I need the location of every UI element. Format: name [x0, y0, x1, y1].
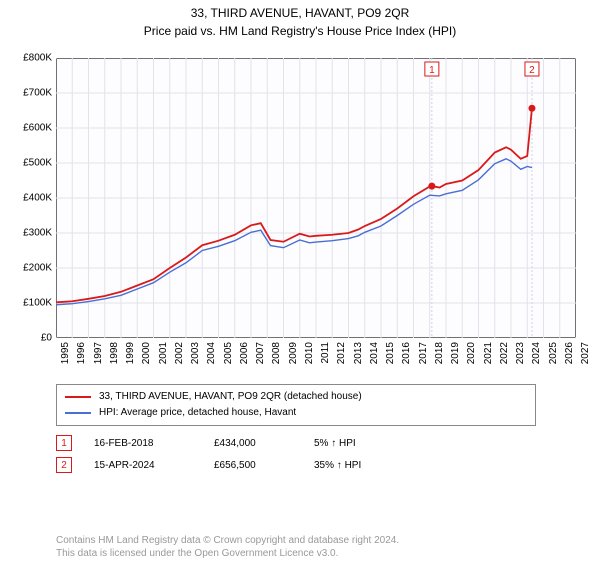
footer-line: Contains HM Land Registry data © Crown c…	[56, 534, 556, 547]
y-tick-label: £500K	[8, 158, 52, 169]
x-tick-label: 2022	[499, 342, 510, 364]
y-tick-label: £100K	[8, 298, 52, 309]
x-tick-label: 2000	[141, 342, 152, 364]
sale-diff: 5% ↑ HPI	[314, 438, 414, 449]
x-tick-label: 2007	[255, 342, 266, 364]
x-tick-label: 2001	[158, 342, 169, 364]
x-tick-label: 2020	[466, 342, 477, 364]
x-tick-label: 2009	[288, 342, 299, 364]
chart-container: 33, THIRD AVENUE, HAVANT, PO9 2QR Price …	[0, 6, 600, 566]
x-tick-label: 1995	[60, 342, 71, 364]
sale-row: 2 15-APR-2024£656,50035% ↑ HPI	[56, 454, 414, 476]
x-tick-label: 2026	[564, 342, 575, 364]
y-tick-label: £800K	[8, 53, 52, 64]
sale-diff: 35% ↑ HPI	[314, 460, 414, 471]
x-tick-label: 2012	[336, 342, 347, 364]
x-tick-label: 2025	[548, 342, 559, 364]
y-tick-label: £300K	[8, 228, 52, 239]
x-tick-label: 2002	[174, 342, 185, 364]
y-tick-label: £700K	[8, 88, 52, 99]
x-tick-label: 2014	[369, 342, 380, 364]
x-tick-label: 2015	[385, 342, 396, 364]
x-tick-label: 2010	[304, 342, 315, 364]
sales-table: 1 16-FEB-2018£434,0005% ↑ HPI 2 15-APR-2024…	[56, 432, 414, 476]
chart-title: 33, THIRD AVENUE, HAVANT, PO9 2QR	[0, 6, 600, 20]
x-tick-label: 2016	[401, 342, 412, 364]
x-tick-label: 1998	[109, 342, 120, 364]
chart-area: £0 £100K £200K £300K £400K £500K £600K £700K £80…	[8, 54, 592, 374]
sale-price: £656,500	[214, 460, 314, 471]
x-tick-label: 2006	[239, 342, 250, 364]
svg-text:2: 2	[529, 65, 535, 76]
legend-label: HPI: Average price, detached house, Hava…	[99, 405, 296, 421]
legend-swatch	[65, 412, 91, 414]
legend-item: 33, THIRD AVENUE, HAVANT, PO9 2QR (detac…	[65, 389, 527, 405]
legend-item: HPI: Average price, detached house, Hava…	[65, 405, 527, 421]
legend-swatch	[65, 396, 91, 398]
x-tick-label: 2023	[515, 342, 526, 364]
y-tick-label: £200K	[8, 263, 52, 274]
sale-badge: 2	[56, 457, 72, 473]
legend-label: 33, THIRD AVENUE, HAVANT, PO9 2QR (detac…	[99, 389, 362, 405]
footer-line: This data is licensed under the Open Gov…	[56, 547, 556, 560]
y-tick-label: £600K	[8, 123, 52, 134]
y-tick-label: £400K	[8, 193, 52, 204]
x-tick-label: 2019	[450, 342, 461, 364]
y-tick-label: £0	[8, 333, 52, 344]
chart-subtitle: Price paid vs. HM Land Registry's House …	[0, 24, 600, 38]
x-tick-label: 2005	[223, 342, 234, 364]
x-tick-label: 2017	[418, 342, 429, 364]
footer-attribution: Contains HM Land Registry data © Crown c…	[56, 534, 556, 560]
sale-badge: 1	[56, 435, 72, 451]
x-tick-label: 2004	[206, 342, 217, 364]
x-tick-label: 1999	[125, 342, 136, 364]
plot-svg: 12	[56, 58, 576, 338]
plot-area: 12	[56, 58, 576, 338]
x-tick-label: 1996	[76, 342, 87, 364]
legend: 33, THIRD AVENUE, HAVANT, PO9 2QR (detac…	[56, 384, 536, 426]
x-tick-label: 2021	[483, 342, 494, 364]
svg-text:1: 1	[429, 65, 435, 76]
x-tick-label: 2027	[580, 342, 591, 364]
x-tick-label: 1997	[93, 342, 104, 364]
sale-price: £434,000	[214, 438, 314, 449]
x-tick-label: 2024	[531, 342, 542, 364]
x-tick-label: 2018	[434, 342, 445, 364]
sale-date: 16-FEB-2018	[94, 438, 214, 449]
sale-date: 15-APR-2024	[94, 460, 214, 471]
x-tick-label: 2013	[353, 342, 364, 364]
x-tick-label: 2003	[190, 342, 201, 364]
x-tick-label: 2008	[271, 342, 282, 364]
x-tick-label: 2011	[320, 342, 331, 364]
sale-row: 1 16-FEB-2018£434,0005% ↑ HPI	[56, 432, 414, 454]
